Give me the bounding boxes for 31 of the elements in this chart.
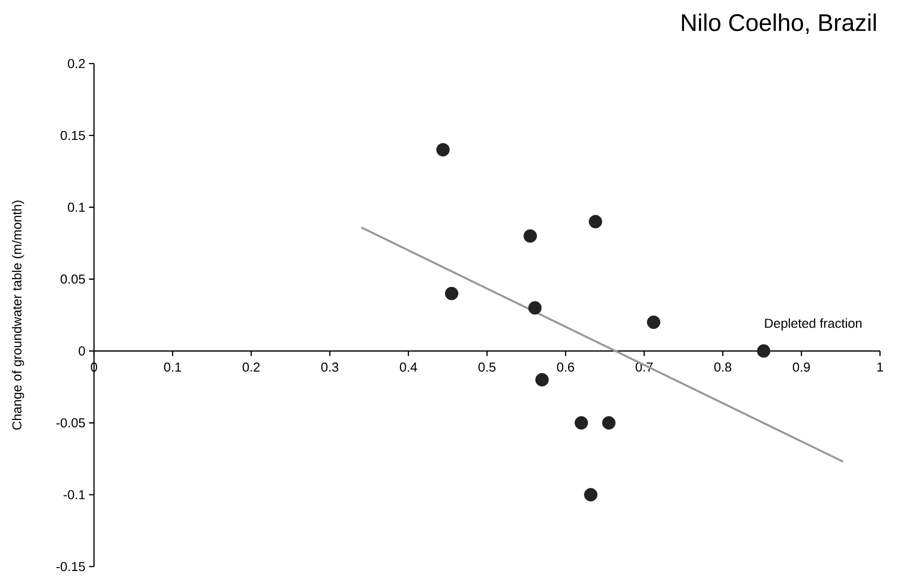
- point: [436, 143, 450, 156]
- point: [574, 416, 588, 430]
- y-axis-title: Change of groundwater table (m/month): [12, 200, 24, 430]
- point: [528, 301, 542, 315]
- x-axis-title: Depleted fraction: [765, 318, 862, 330]
- x-tick-label: 0.6: [557, 362, 574, 372]
- x-tick-label: 0.4: [400, 362, 418, 372]
- y-tick-label: 0.15: [60, 130, 85, 140]
- x-tick-label: 0.1: [164, 362, 182, 372]
- point: [602, 416, 616, 430]
- x-tick-label: 1: [877, 362, 883, 372]
- x-tick-label: 0.9: [792, 362, 810, 372]
- chart-title: Nilo Coelho, Brazil: [682, 14, 876, 34]
- x-tick-label: 0.5: [478, 362, 496, 372]
- x-tick-label: 0.8: [714, 362, 732, 372]
- point: [646, 316, 660, 329]
- y-tick-label: 0: [78, 346, 85, 356]
- point: [584, 488, 598, 502]
- y-tick-label: -0.15: [56, 562, 85, 572]
- point: [535, 373, 549, 386]
- y-tick-label: 0.05: [60, 274, 85, 284]
- y-tick-label: 0.1: [68, 202, 85, 212]
- y-tick-label: 0.2: [68, 58, 85, 68]
- point: [588, 214, 602, 228]
- y-tick-label: -0.05: [56, 418, 85, 428]
- x-tick-label: 0.3: [321, 362, 338, 372]
- point: [756, 344, 770, 358]
- y-tick-label: -0.1: [64, 490, 85, 500]
- point: [524, 229, 537, 243]
- point: [444, 286, 458, 300]
- x-tick-label: 0.2: [242, 362, 260, 372]
